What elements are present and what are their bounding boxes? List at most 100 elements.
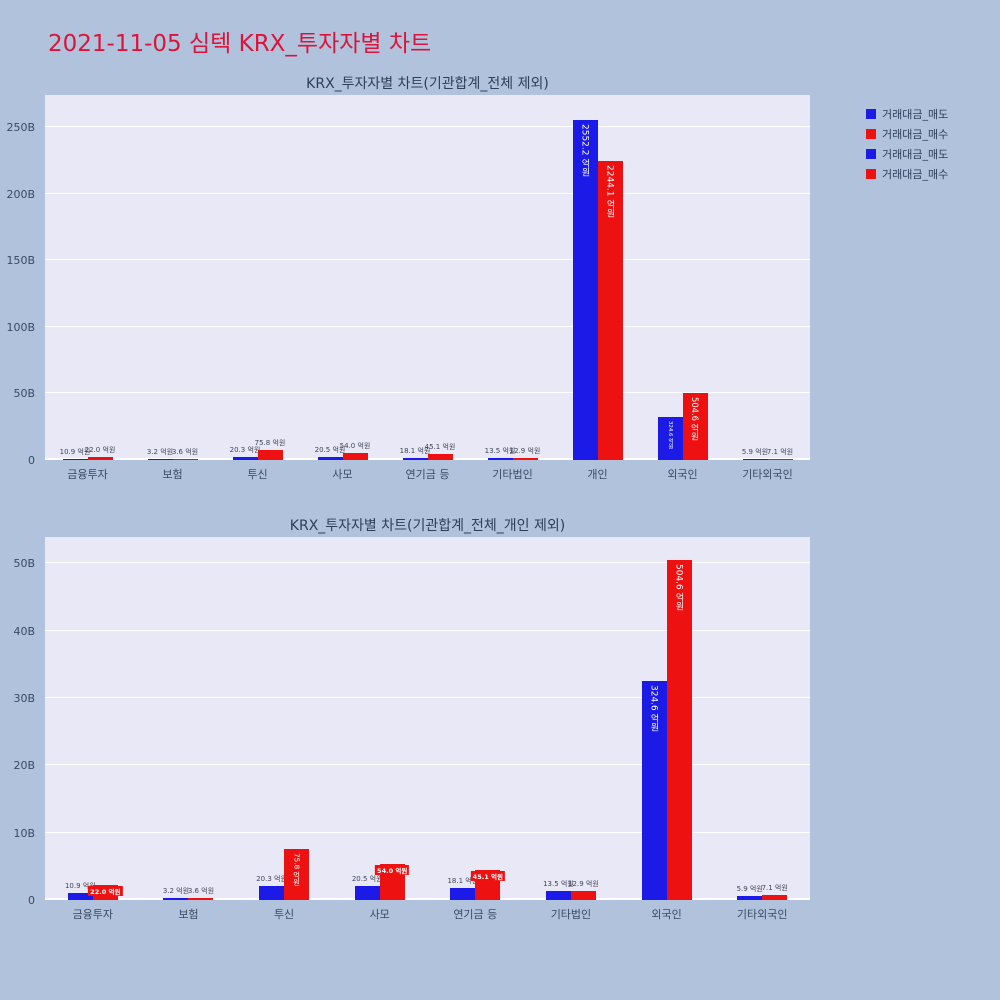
bar-거래대금_매도-기타외국인: 5.9 억원 bbox=[737, 885, 763, 900]
gridline bbox=[45, 192, 810, 194]
x-axis-label: 기타법인 bbox=[550, 908, 592, 921]
legend-item[interactable]: 거래대금_매도 bbox=[866, 106, 948, 122]
y-tick-label: 10B bbox=[13, 826, 35, 840]
y-tick-label: 0 bbox=[28, 894, 35, 907]
x-axis-label: 투신 bbox=[273, 908, 295, 921]
legend-label: 거래대금_매수 bbox=[882, 128, 949, 141]
bar-value-label: 3.6 억원 bbox=[171, 448, 199, 456]
y-tick-label: 250B bbox=[6, 120, 35, 134]
x-axis-label: 개인 bbox=[587, 468, 608, 481]
bar-거래대금_매수-연기금 등: 45.1 억원 bbox=[425, 443, 455, 460]
x-axis: 금융투자 보험 투신 사모 연기금 등 기타법인 외국인 기타외국인 bbox=[45, 906, 810, 922]
x-axis-label: 금융투자 bbox=[67, 468, 108, 481]
category-slot: 3.2 억원 3.6 억원 bbox=[141, 537, 237, 900]
bar-value-label: 13.5 억원 bbox=[543, 879, 574, 888]
category-slot: 20.3 억원 75.8 억원 bbox=[236, 537, 332, 900]
bar-value-label: 75.8 억원 bbox=[254, 438, 286, 447]
bar-value-label: 13.5 억원 bbox=[484, 447, 516, 456]
bar-거래대금_매수-사모: 54.0 억원 bbox=[340, 442, 370, 460]
category-slot: 18.1 억원 45.1 억원 bbox=[385, 95, 470, 460]
x-axis-label: 기타외국인 bbox=[742, 468, 793, 481]
chart-exclude-total: KRX_투자자별 차트(기관합계_전체 제외) 10.9 억원 22.0 억원 3.… bbox=[5, 73, 865, 513]
category-slot: 10.9 억원 22.0 억원 bbox=[45, 537, 141, 900]
bar-value-label: 54.0 억원 bbox=[375, 864, 410, 875]
bar-value-label: 45.1 억원 bbox=[424, 443, 456, 451]
bar-value-label: 3.6 억원 bbox=[187, 886, 215, 895]
bar-value-label: 7.1 억원 bbox=[766, 448, 794, 456]
bar-거래대금_매도-연기금 등: 18.1 억원 bbox=[400, 447, 430, 460]
bar-거래대금_매도-연기금 등: 18.1 억원 bbox=[447, 877, 478, 900]
y-tick-label: 0 bbox=[28, 454, 35, 467]
bar-거래대금_매도-사모: 20.5 억원 bbox=[315, 446, 345, 460]
bar-거래대금_매수-투신: 75.8 억원 bbox=[255, 439, 285, 460]
category-slot: 13.5 억원 12.9 억원 bbox=[523, 537, 619, 900]
y-tick-label: 150B bbox=[6, 254, 35, 268]
x-axis-label: 외국인 bbox=[667, 468, 698, 481]
x-axis-label: 보험 bbox=[178, 908, 199, 921]
x-axis: 금융투자 보험 투신 사모 연기금 등 기타법인 개인 외국인 기타외국인 bbox=[45, 466, 810, 482]
x-axis-label: 기타법인 bbox=[492, 468, 533, 481]
bar-거래대금_매수-기타법인: 12.9 억원 bbox=[568, 880, 599, 900]
gridline bbox=[45, 696, 810, 698]
bar-value-label: 75.8 억원 bbox=[292, 852, 302, 887]
bar-거래대금_매수-투신: 75.8 억원 bbox=[284, 848, 310, 900]
bar-value-label: 22.0 억원 bbox=[84, 446, 116, 455]
bar-거래대금_매도-투신: 20.3 억원 bbox=[230, 446, 260, 460]
category-slot: 324.6 억원 504.6 억원 bbox=[640, 95, 725, 460]
bar-value-label: 18.1 억원 bbox=[447, 876, 479, 885]
y-tick-label: 30B bbox=[13, 691, 35, 705]
legend-label: 거래대금_매도 bbox=[882, 108, 949, 121]
bar-value-label: 2244.1 억원 bbox=[604, 165, 615, 218]
x-axis-label: 사모 bbox=[332, 468, 353, 481]
bar-거래대금_매수-개인: 2244.1 억원 bbox=[597, 161, 623, 460]
legend: 거래대금_매도 거래대금_매수 거래대금_매도 거래대금_매수 bbox=[866, 106, 948, 182]
gridline bbox=[45, 259, 810, 261]
gridline bbox=[45, 764, 810, 766]
y-tick-label: 200B bbox=[6, 187, 35, 201]
bar-value-label: 18.1 억원 bbox=[399, 446, 431, 455]
bar-거래대금_매도-기타외국인: 5.9 억원 bbox=[742, 448, 768, 460]
y-tick-label: 20B bbox=[13, 759, 35, 773]
x-axis-label: 사모 bbox=[369, 908, 390, 921]
bar-거래대금_매도-기타법인: 13.5 억원 bbox=[485, 447, 515, 460]
page-title: 2021-11-05 심텍 KRX_투자자별 차트 bbox=[48, 31, 432, 57]
gridline bbox=[45, 898, 810, 900]
x-axis-label: 연기금 등 bbox=[405, 468, 450, 481]
bar-value-label: 20.3 억원 bbox=[256, 875, 287, 884]
bar-value-label: 324.6 억원 bbox=[648, 685, 659, 733]
y-tick-label: 50B bbox=[13, 557, 35, 571]
x-axis-label: 외국인 bbox=[651, 908, 682, 921]
category-slot: 20.5 억원 54.0 억원 bbox=[332, 537, 428, 900]
bar-value-label: 3.2 억원 bbox=[162, 886, 190, 895]
bar-거래대금_매도-투신: 20.3 억원 bbox=[256, 875, 287, 900]
bar-거래대금_매수-외국인: 504.6 억원 bbox=[682, 392, 708, 460]
y-axis: 0 50B 100B 150B 200B 250B bbox=[5, 95, 39, 467]
x-axis-label: 연기금 등 bbox=[453, 908, 498, 921]
bar-value-label: 12.9 억원 bbox=[568, 880, 599, 889]
x-axis-label: 금융투자 bbox=[72, 908, 114, 921]
legend-item[interactable]: 거래대금_매수 bbox=[866, 166, 948, 182]
legend-item[interactable]: 거래대금_매수 bbox=[866, 126, 948, 142]
bar-value-label: 5.9 억원 bbox=[741, 448, 769, 456]
x-axis-label: 투신 bbox=[247, 468, 268, 481]
category-slot: 18.1 억원 45.1 억원 bbox=[428, 537, 524, 900]
legend-label: 거래대금_매수 bbox=[882, 168, 949, 181]
legend-item[interactable]: 거래대금_매도 bbox=[866, 146, 948, 162]
legend-swatch-icon bbox=[866, 169, 876, 179]
bar-거래대금_매수-금융투자: 22.0 억원 bbox=[85, 446, 115, 460]
y-tick-label: 50B bbox=[13, 387, 35, 401]
bar-value-label: 10.9 억원 bbox=[64, 881, 96, 890]
category-slot: 10.9 억원 22.0 억원 bbox=[45, 95, 130, 460]
category-slot: 13.5 억원 12.9 억원 bbox=[470, 95, 555, 460]
bar-value-label: 12.9 억원 bbox=[509, 447, 541, 456]
bar-거래대금_매도-사모: 20.5 억원 bbox=[352, 875, 383, 900]
bar-거래대금_매수-보험: 3.6 억원 bbox=[172, 448, 198, 460]
bar-거래대금_매수-사모: 54.0 억원 bbox=[375, 863, 410, 900]
legend-swatch-icon bbox=[866, 129, 876, 139]
y-axis: 0 10B 20B 30B 40B 50B bbox=[5, 537, 39, 907]
gridline bbox=[45, 562, 810, 564]
legend-label: 거래대금_매도 bbox=[882, 148, 949, 161]
x-axis-label: 기타외국인 bbox=[736, 908, 788, 921]
bar-value-label: 3.2 억원 bbox=[146, 448, 174, 456]
bar-value-label: 504.6 억원 bbox=[673, 564, 684, 611]
